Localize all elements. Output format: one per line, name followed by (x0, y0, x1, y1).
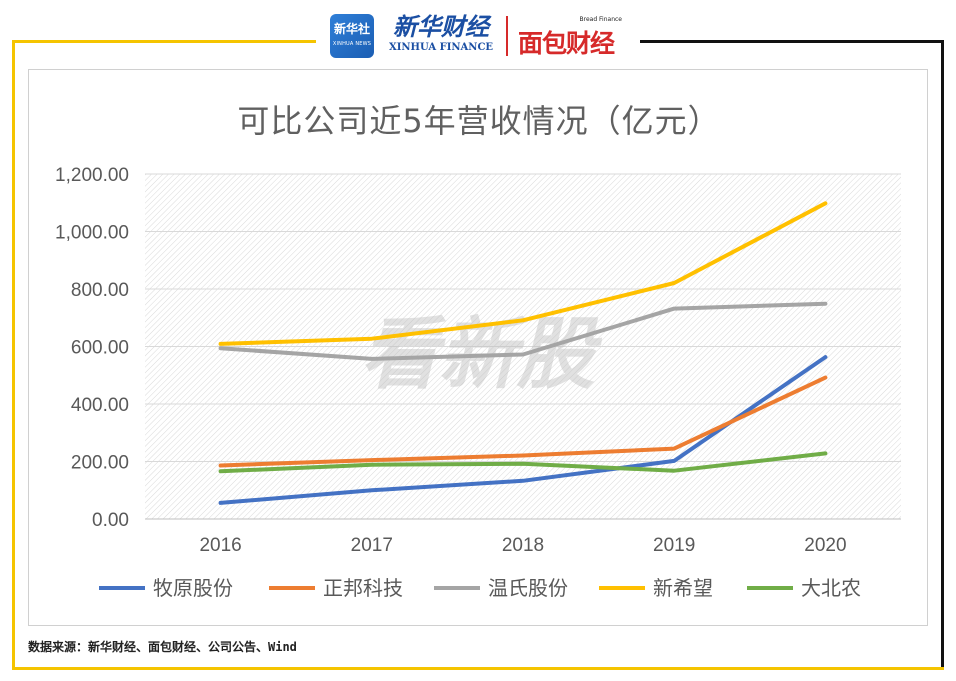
line-chart: 看新股 0.00200.00400.00600.00800.001,000.00… (55, 165, 901, 600)
xinhua-badge-en: XINHUA NEWS (332, 41, 372, 47)
series-line (218, 375, 828, 468)
legend-label: 新希望 (653, 576, 713, 600)
xinhua-finance-en: XINHUA FINANCE (388, 42, 494, 53)
legend-label: 大北农 (801, 576, 861, 600)
legend-label: 正邦科技 (323, 576, 403, 600)
chart-panel: 看新股 0.00 200.00 400.00 600.00 800.00 1,000.00… (28, 69, 928, 626)
frame-bottom (12, 667, 944, 670)
frame-left (12, 40, 15, 670)
series-lines (218, 201, 828, 505)
x-tick-label: 2020 (804, 535, 846, 556)
series-line (218, 301, 828, 361)
chart-title: 可比公司近5年营收情况（亿元） (237, 102, 721, 140)
series-line (218, 201, 828, 346)
bread-finance-cn: 面包财经 (518, 29, 615, 58)
frame-top-right (640, 40, 944, 43)
x-axis-ticks: 2016 2017 2018 2019 2020 (199, 535, 846, 556)
data-source-note: 数据来源：新华财经、面包财经、公司公告、Wind (28, 640, 297, 654)
y-tick-label: 200.00 (71, 453, 129, 474)
legend-label: 牧原股份 (153, 576, 233, 600)
series-line (218, 451, 828, 474)
y-tick-label: 1,000.00 (55, 223, 129, 244)
xinhua-badge-cn: 新华社 (333, 22, 370, 36)
y-tick-label: 0.00 (92, 510, 129, 531)
bread-finance-en: Bread Finance (579, 16, 623, 23)
legend: 牧原股份 正邦科技 温氏股份 新希望 大北农 (99, 576, 861, 600)
xinhua-news-logo: 新华社 XINHUA NEWS (330, 14, 374, 58)
y-tick-label: 400.00 (71, 395, 129, 416)
xinhua-finance-logo: 新华财经 XINHUA FINANCE (384, 12, 498, 60)
y-tick-label: 1,200.00 (55, 165, 129, 186)
y-tick-label: 600.00 (71, 338, 129, 359)
legend-label: 温氏股份 (488, 576, 568, 600)
header-divider (506, 16, 508, 56)
frame-right (941, 40, 944, 670)
y-axis-ticks: 0.00 200.00 400.00 600.00 800.00 1,000.00 1,20… (55, 165, 129, 531)
bread-finance-logo: Bread Finance 面包财经 (516, 12, 628, 58)
x-tick-label: 2018 (502, 535, 544, 556)
header-logos: 新华社 XINHUA NEWS 新华财经 XINHUA FINANCE Brea… (322, 6, 634, 62)
y-tick-label: 800.00 (71, 280, 129, 301)
xinhua-finance-cn: 新华财经 (393, 12, 489, 41)
x-tick-label: 2016 (199, 535, 241, 556)
x-tick-label: 2019 (653, 535, 695, 556)
x-tick-label: 2017 (351, 535, 393, 556)
frame-top-left (12, 40, 316, 43)
